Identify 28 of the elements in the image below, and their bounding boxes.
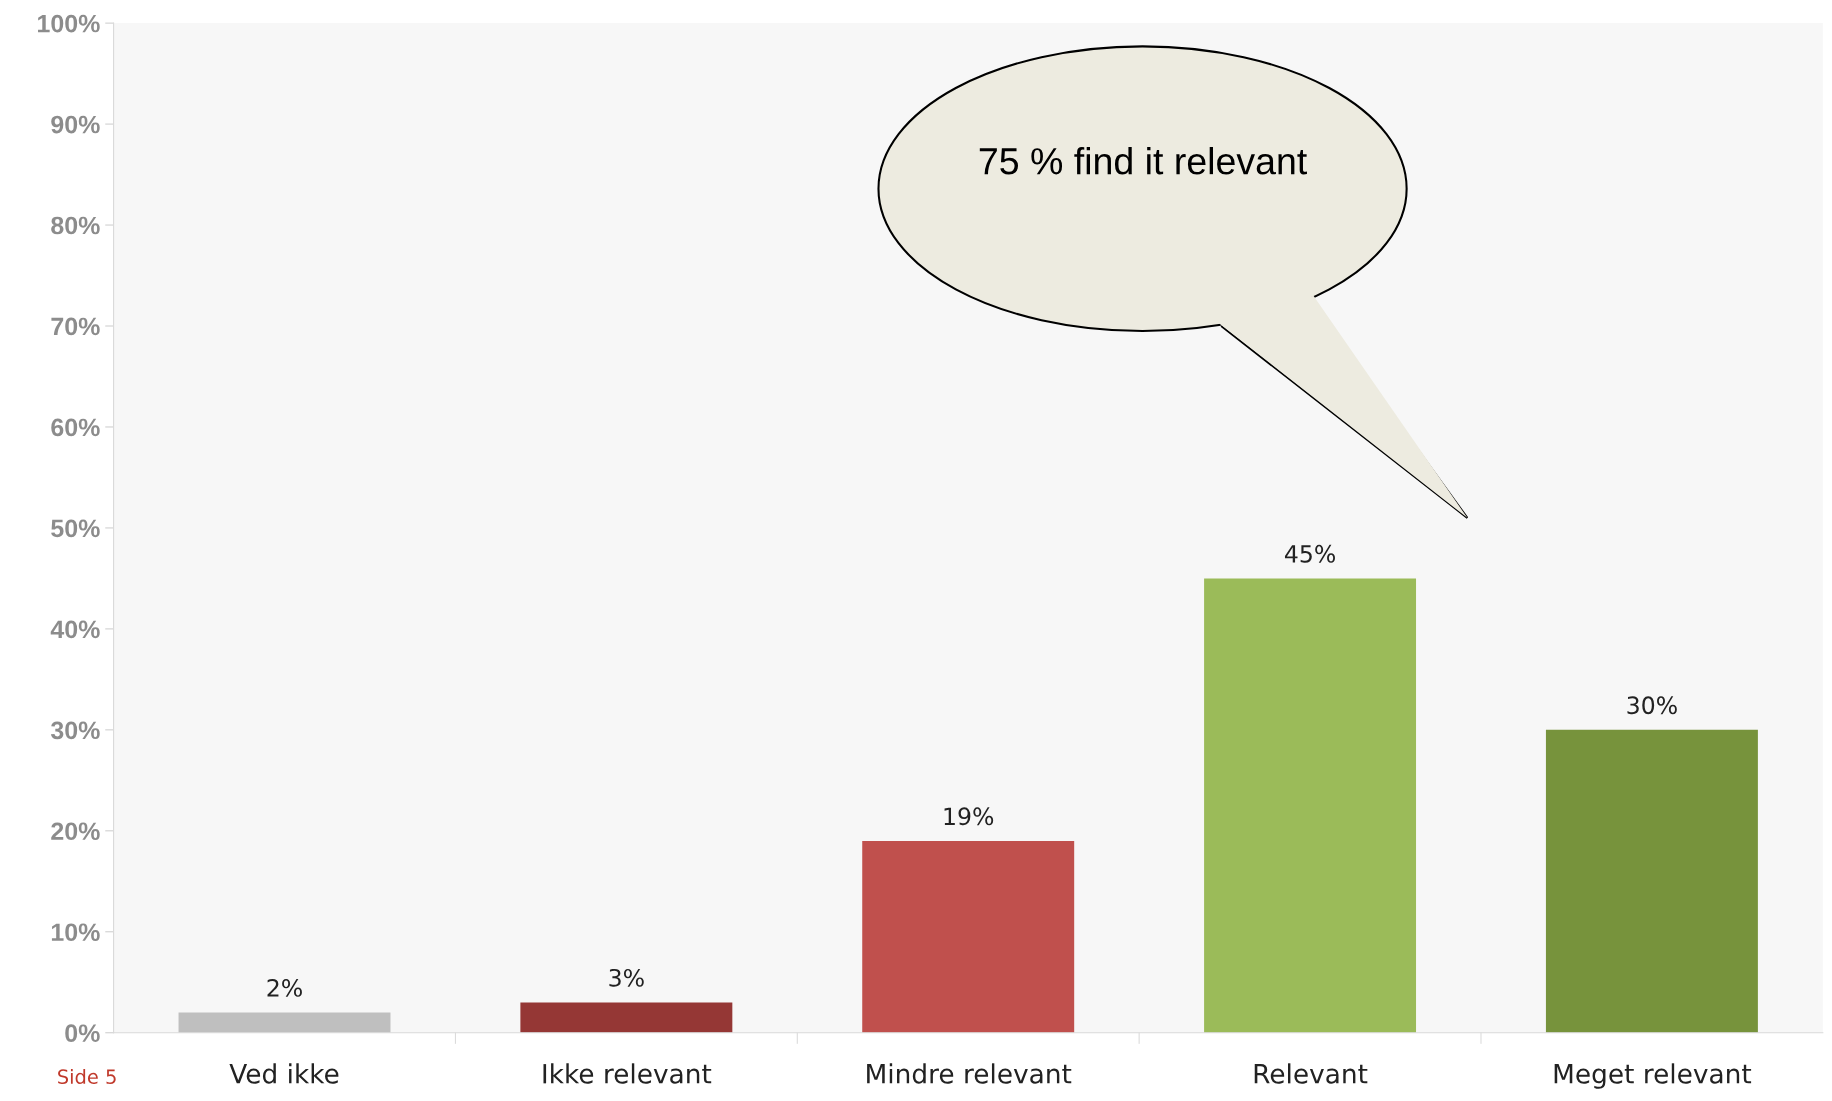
y-tick-label: 40%: [50, 620, 100, 639]
y-tick-label: 30%: [50, 721, 100, 740]
y-tick-label: 70%: [51, 317, 100, 336]
x-tick-label: Relevant: [1254, 1063, 1368, 1084]
bar: [1545, 729, 1758, 1033]
y-tick-label: 100%: [38, 14, 100, 33]
bar: [862, 840, 1075, 1033]
y-tick-label: 20%: [51, 822, 100, 841]
y-tick-label: 0%: [65, 1024, 100, 1043]
data-label: 30%: [1627, 696, 1677, 715]
data-label: 3%: [609, 968, 644, 987]
annotation: 75 % find it relevant: [979, 146, 1307, 175]
x-tick-label: Ved ikke: [229, 1063, 339, 1084]
bar: [520, 1002, 733, 1033]
x-tick-label: Ikke relevant: [543, 1063, 712, 1084]
y-tick-label: 80%: [51, 216, 100, 235]
bar: [1204, 578, 1417, 1033]
data-label: 2%: [267, 979, 302, 997]
text: Side 5: [58, 1068, 116, 1085]
x-tick-label: Meget relevant: [1554, 1063, 1752, 1089]
x-tick-label: Mindre relevant: [867, 1063, 1072, 1084]
bar: [178, 1012, 391, 1033]
y-tick-label: 10%: [51, 923, 100, 942]
data-label: 45%: [1284, 544, 1335, 563]
data-label: 19%: [944, 807, 994, 826]
y-tick-label: 60%: [51, 418, 100, 437]
y-tick-label: 90%: [51, 115, 100, 134]
y-tick-label: 50%: [51, 519, 100, 538]
